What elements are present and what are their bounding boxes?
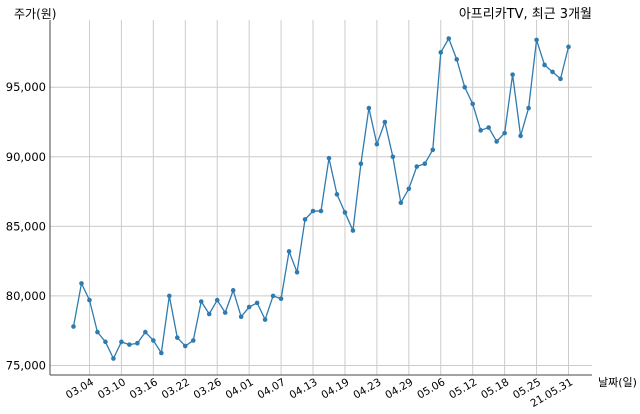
- data-point: [454, 57, 460, 62]
- x-tick-label: 04.23: [351, 376, 383, 401]
- data-point: [198, 299, 204, 304]
- data-point: [350, 228, 356, 233]
- grid-lines: [50, 20, 592, 375]
- data-point: [95, 329, 100, 335]
- data-point: [254, 300, 260, 306]
- data-point: [151, 338, 156, 343]
- axes: [49, 20, 592, 376]
- y-tick-label: 80,000: [6, 289, 46, 303]
- data-point: [190, 338, 196, 343]
- x-tick-label: 04.01: [224, 376, 256, 401]
- data-point: [182, 343, 188, 349]
- data-point: [534, 37, 539, 43]
- data-point: [222, 310, 228, 315]
- data-point: [270, 293, 276, 299]
- data-point: [278, 296, 284, 302]
- data-point: [214, 297, 220, 303]
- chart-title: 아프리카TV, 최근 3개월: [459, 7, 592, 22]
- data-point: [566, 44, 571, 50]
- data-point: [103, 339, 108, 345]
- x-tick-label: 04.19: [319, 376, 351, 401]
- data-point: [79, 281, 84, 286]
- x-tick-label: 04.29: [383, 376, 415, 401]
- x-tick-label: 03.10: [96, 376, 128, 401]
- data-point: [558, 76, 563, 82]
- data-point: [135, 340, 140, 346]
- data-point: [230, 288, 236, 293]
- data-point: [206, 311, 212, 317]
- data-point: [366, 105, 372, 111]
- data-point: [414, 164, 420, 169]
- data-point: [494, 139, 499, 144]
- x-axis-label: 날짜(일): [598, 375, 637, 389]
- data-point: [502, 130, 507, 136]
- data-point: [143, 329, 148, 335]
- data-point: [238, 314, 244, 320]
- data-point: [310, 208, 316, 214]
- data-point: [382, 119, 388, 125]
- x-tick-label: 03.16: [128, 376, 160, 402]
- data-point: [174, 335, 180, 340]
- data-point: [462, 84, 468, 90]
- y-tick-label: 90,000: [6, 150, 46, 164]
- data-point: [374, 141, 380, 147]
- data-point: [167, 293, 172, 299]
- data-point: [518, 133, 523, 139]
- data-point: [159, 350, 164, 356]
- data-point: [318, 208, 324, 214]
- data-point: [550, 69, 555, 75]
- y-tick-label: 95,000: [6, 80, 46, 94]
- data-point: [262, 317, 268, 322]
- data-points: [71, 36, 571, 361]
- data-point: [246, 304, 252, 310]
- y-tick-label: 75,000: [6, 359, 46, 373]
- x-tick-label: 03.04: [64, 376, 96, 402]
- x-tick-label: 05.18: [479, 376, 511, 401]
- data-point: [542, 62, 547, 68]
- data-point: [127, 342, 132, 347]
- x-tick-label: 03.22: [160, 376, 192, 401]
- x-tick-label: 04.07: [256, 376, 288, 401]
- data-point: [87, 297, 92, 303]
- data-point: [302, 217, 308, 222]
- data-point: [438, 50, 444, 55]
- x-tick-label: 05.12: [447, 376, 479, 401]
- data-point: [526, 105, 531, 111]
- data-point: [430, 147, 436, 153]
- data-point: [406, 186, 412, 192]
- data-point: [422, 161, 428, 167]
- y-tick-label: 85,000: [6, 219, 46, 233]
- data-point: [294, 269, 300, 275]
- data-point: [334, 192, 340, 197]
- x-tick-label: 04.13: [287, 376, 319, 401]
- data-point: [510, 72, 515, 77]
- x-tick-label: 05.06: [415, 376, 447, 402]
- data-point: [286, 249, 292, 254]
- series-line: [72, 36, 570, 361]
- data-point: [342, 210, 348, 215]
- data-point: [326, 155, 332, 161]
- data-point: [446, 36, 452, 41]
- x-tick-label: 03.26: [192, 376, 224, 402]
- data-point: [390, 154, 396, 160]
- data-point: [71, 324, 76, 329]
- data-point: [119, 339, 124, 345]
- y-axis-label: 주가(원): [14, 7, 56, 21]
- data-point: [478, 128, 483, 133]
- data-point: [486, 125, 491, 130]
- data-point: [470, 101, 475, 107]
- data-point: [358, 161, 364, 167]
- data-point: [111, 356, 116, 361]
- data-point: [398, 200, 404, 205]
